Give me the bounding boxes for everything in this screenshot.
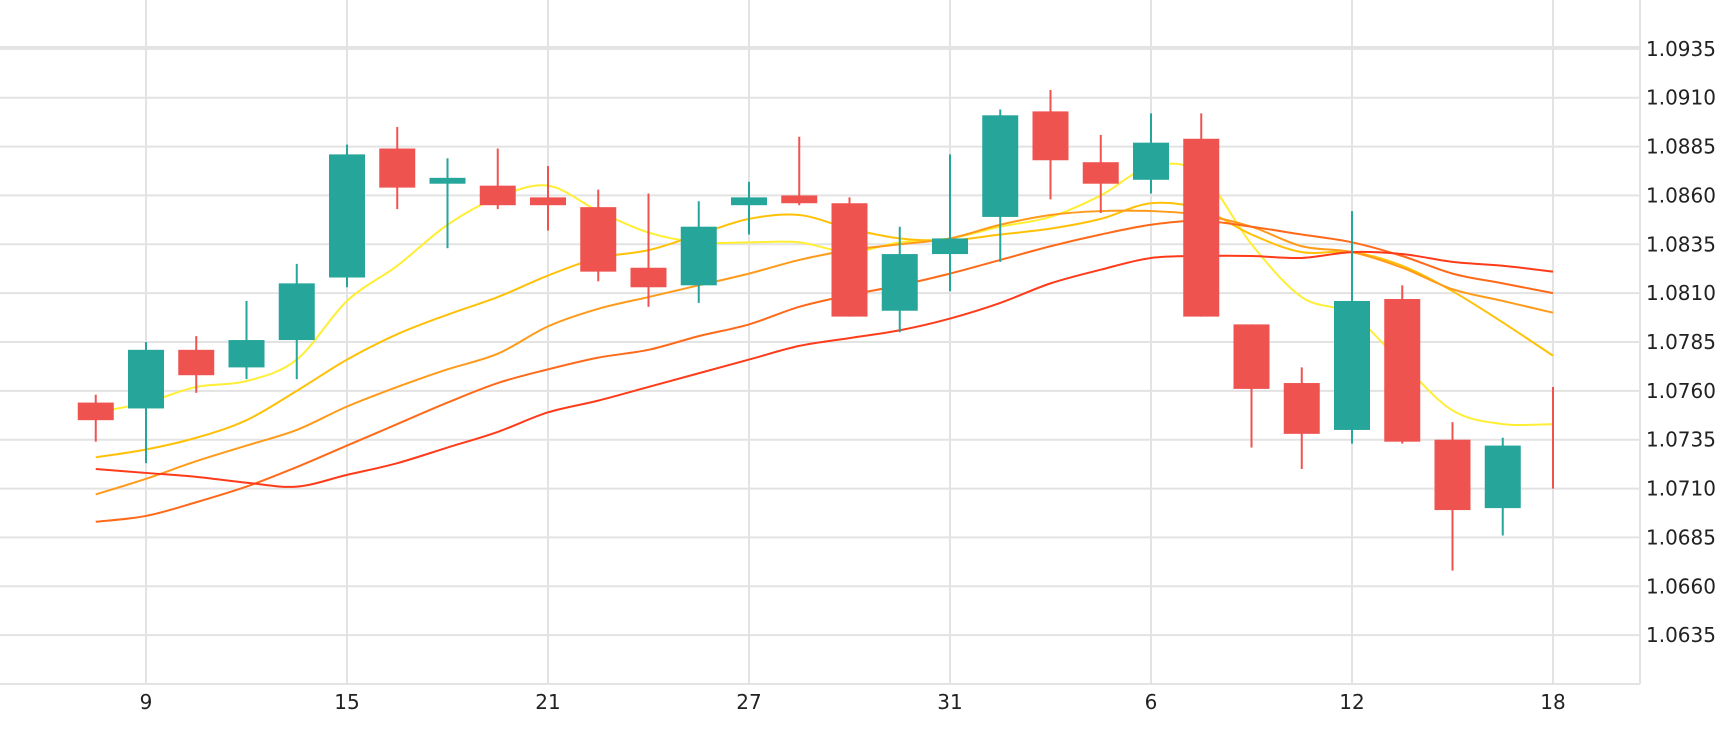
candle-body	[881, 254, 918, 311]
candle-up	[731, 181, 767, 235]
y-tick-label: 1.0910	[1646, 86, 1716, 110]
y-tick-label: 1.0710	[1646, 477, 1716, 501]
candle-down	[1233, 324, 1270, 448]
candle-up	[228, 300, 265, 380]
candle-up	[680, 201, 717, 303]
grid	[0, 0, 1641, 685]
candle-down	[781, 136, 818, 206]
candle-down	[1283, 367, 1320, 470]
moving-average-line-4	[95, 219, 1554, 523]
candle-up	[278, 263, 315, 380]
candle-body	[982, 115, 1019, 217]
candle-body	[530, 197, 566, 206]
moving-average-line-5	[95, 250, 1554, 488]
candle-body	[329, 154, 365, 278]
candle-body	[479, 185, 516, 206]
x-tick-label: 9	[140, 690, 153, 714]
candle-body	[228, 340, 265, 368]
candle-body	[932, 238, 968, 255]
candle-body	[77, 402, 114, 421]
x-tick-label: 31	[937, 690, 962, 714]
candle-body	[580, 207, 617, 272]
candle-body	[1334, 300, 1370, 430]
candle-down	[580, 189, 617, 282]
candle-body	[1233, 324, 1270, 389]
candle-body	[1384, 299, 1421, 442]
candle-body	[781, 195, 818, 204]
y-tick-label: 1.0810	[1646, 281, 1716, 305]
y-tick-label: 1.0760	[1646, 379, 1716, 403]
candle-down	[630, 193, 667, 307]
candle-up	[429, 158, 466, 249]
candle-body	[1283, 383, 1320, 434]
candle-down	[178, 336, 215, 393]
x-tick-label: 6	[1145, 690, 1158, 714]
candle-down	[530, 166, 566, 231]
candle-up	[1133, 113, 1169, 194]
candle-body	[1133, 142, 1169, 180]
candle-body	[831, 203, 868, 317]
candle-down	[1032, 89, 1069, 200]
y-tick-label: 1.0935	[1646, 37, 1716, 61]
x-tick-label: 12	[1339, 690, 1364, 714]
candle-body	[680, 226, 717, 286]
y-tick-label: 1.0685	[1646, 525, 1716, 549]
y-tick-label: 1.0785	[1646, 330, 1716, 354]
candle-body	[1552, 390, 1554, 489]
candle-up	[128, 342, 164, 464]
candle-up	[881, 226, 918, 333]
y-tick-label: 1.0735	[1646, 428, 1716, 452]
candle-down	[1552, 386, 1554, 489]
candle-body	[1434, 439, 1471, 511]
y-tick-label: 1.0885	[1646, 135, 1716, 159]
candle-body	[278, 283, 315, 341]
candle-up	[329, 144, 365, 288]
candle-down	[479, 148, 516, 210]
y-tick-label: 1.0635	[1646, 623, 1716, 647]
candle-down	[1183, 113, 1220, 317]
candle-down	[77, 394, 114, 442]
moving-average-line-3	[95, 209, 1554, 496]
y-tick-label: 1.0660	[1646, 574, 1716, 598]
candle-body	[731, 197, 767, 206]
candle-down	[379, 127, 416, 210]
y-tick-label: 1.0835	[1646, 232, 1716, 256]
x-axis-ticks: 9 15 21 27 31 6 12 18	[140, 690, 1566, 714]
x-tick-label: 15	[334, 690, 359, 714]
candle-body	[1484, 445, 1521, 509]
x-tick-label: 21	[535, 690, 560, 714]
y-tick-label: 1.0860	[1646, 183, 1716, 207]
candles	[77, 89, 1554, 571]
candle-body	[429, 177, 466, 184]
y-axis-ticks: 1.0635 1.0660 1.0685 1.0710 1.0735 1.0760 1.07…	[1646, 37, 1716, 647]
moving-average-line-2	[95, 201, 1554, 459]
candle-body	[630, 267, 667, 288]
candle-up	[1334, 211, 1370, 444]
candle-body	[379, 148, 416, 188]
candle-up	[932, 154, 968, 292]
candle-down	[831, 197, 868, 317]
x-tick-label: 18	[1540, 690, 1565, 714]
candle-up	[982, 109, 1019, 262]
candle-down	[1384, 285, 1421, 444]
x-tick-label: 27	[736, 690, 761, 714]
candle-body	[128, 349, 164, 409]
candle-body	[1183, 138, 1220, 317]
candle-down	[1434, 422, 1471, 571]
candle-body	[178, 349, 215, 376]
candle-body	[1032, 111, 1069, 161]
candle-body	[1082, 162, 1119, 184]
candle-down	[1082, 134, 1119, 214]
candle-up	[1484, 437, 1521, 536]
